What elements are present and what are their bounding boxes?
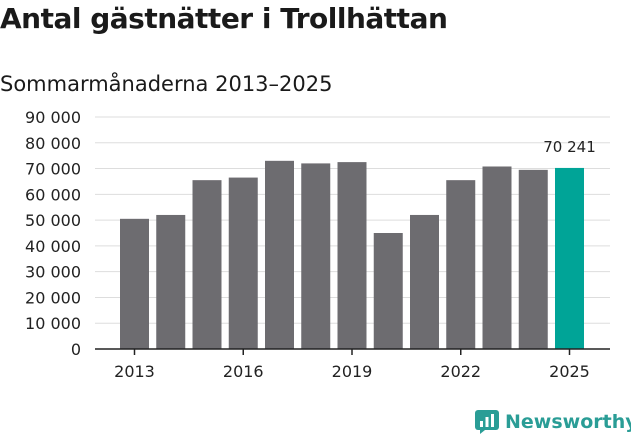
y-tick-label: 30 000 <box>25 263 81 282</box>
x-tick-label: 2019 <box>332 362 373 381</box>
newsworthy-logo-icon <box>475 410 499 434</box>
bars <box>120 160 584 349</box>
x-tick-label: 2022 <box>440 362 481 381</box>
y-tick-label: 0 <box>71 340 81 359</box>
x-tick-label: 2025 <box>549 362 590 381</box>
bar-2018 <box>301 163 331 349</box>
bar-2019 <box>337 162 367 349</box>
y-tick-label: 80 000 <box>25 134 81 153</box>
bar-2022 <box>446 180 476 349</box>
y-tick-label: 70 000 <box>25 160 81 179</box>
chart-subtitle: Sommarmånaderna 2013–2025 <box>0 72 333 96</box>
bar-2016 <box>228 177 258 349</box>
bar-2023 <box>482 166 512 349</box>
x-tick-label: 2016 <box>223 362 264 381</box>
brand-name: Newsworthy <box>505 411 631 433</box>
y-axis-labels: 0 10 000 20 000 30 000 40 000 50 000 60 000 70 … <box>25 108 81 359</box>
x-tick-label: 2013 <box>114 362 155 381</box>
data-labels: 70 241 <box>543 138 596 156</box>
brand-logo: Newsworthy <box>475 406 631 438</box>
bar-2013 <box>120 218 149 349</box>
y-tick-label: 60 000 <box>25 185 81 204</box>
bar-2020 <box>373 233 403 349</box>
y-tick-label: 40 000 <box>25 237 81 256</box>
x-axis: 2013 2016 2019 2022 2025 <box>95 348 610 381</box>
bar-2024 <box>518 169 548 349</box>
bar-2015 <box>192 180 222 349</box>
y-tick-label: 50 000 <box>25 211 81 230</box>
bar-2021 <box>410 214 439 349</box>
bar-2025 <box>555 167 584 349</box>
bar-2014 <box>156 214 186 349</box>
data-label-2025: 70 241 <box>543 138 596 156</box>
bar-2017 <box>265 160 294 349</box>
y-tick-label: 20 000 <box>25 288 81 307</box>
y-tick-label: 90 000 <box>25 108 81 127</box>
y-tick-label: 10 000 <box>25 314 81 333</box>
chart-title: Antal gästnätter i Trollhättan <box>0 2 448 35</box>
